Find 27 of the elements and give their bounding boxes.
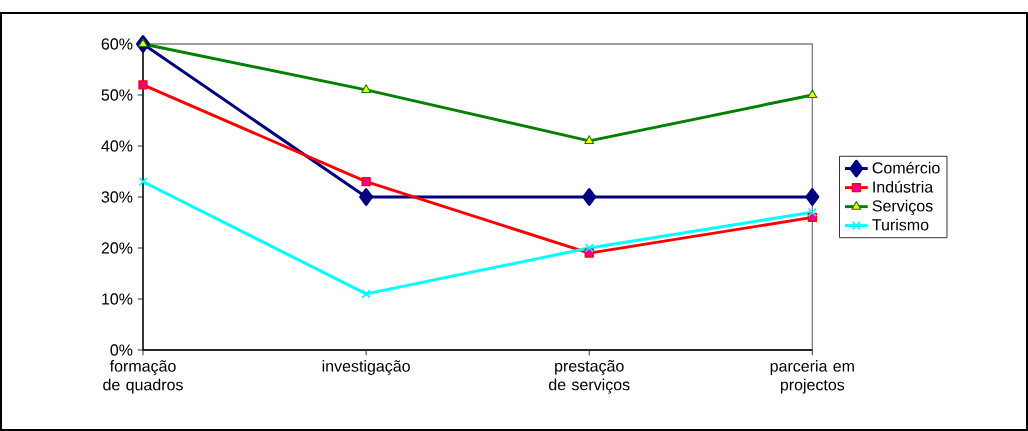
- point: [138, 80, 148, 90]
- point: [805, 188, 820, 206]
- y-tick-label: 50%: [101, 89, 133, 101]
- x-tick-label: prestação de serviços: [548, 360, 630, 394]
- legend-label: Turismo: [872, 218, 929, 231]
- y-tick-label: 20%: [101, 242, 133, 254]
- point: [582, 188, 597, 206]
- point: [359, 188, 374, 206]
- point: [584, 243, 594, 253]
- x-tick-label: parceria em projectos: [770, 360, 854, 394]
- x-tick-label: formação de quadros: [103, 360, 183, 394]
- point: [584, 135, 595, 144]
- point: [807, 207, 817, 217]
- y-tick-label: 40%: [101, 140, 133, 152]
- point: [361, 289, 371, 299]
- legend-label: Serviços: [872, 199, 933, 215]
- y-tick-label: 30%: [101, 191, 133, 203]
- legend-label: Indústria: [873, 180, 934, 193]
- legend-label: Comércio: [872, 161, 940, 174]
- x-tick-label: investigação: [322, 360, 410, 376]
- point: [807, 89, 818, 99]
- point: [361, 177, 371, 187]
- y-tick-label: 0%: [110, 344, 133, 356]
- y-tick-label: 10%: [102, 293, 133, 305]
- point: [138, 177, 148, 187]
- y-tick-label: 60%: [101, 38, 133, 50]
- point: [361, 84, 372, 93]
